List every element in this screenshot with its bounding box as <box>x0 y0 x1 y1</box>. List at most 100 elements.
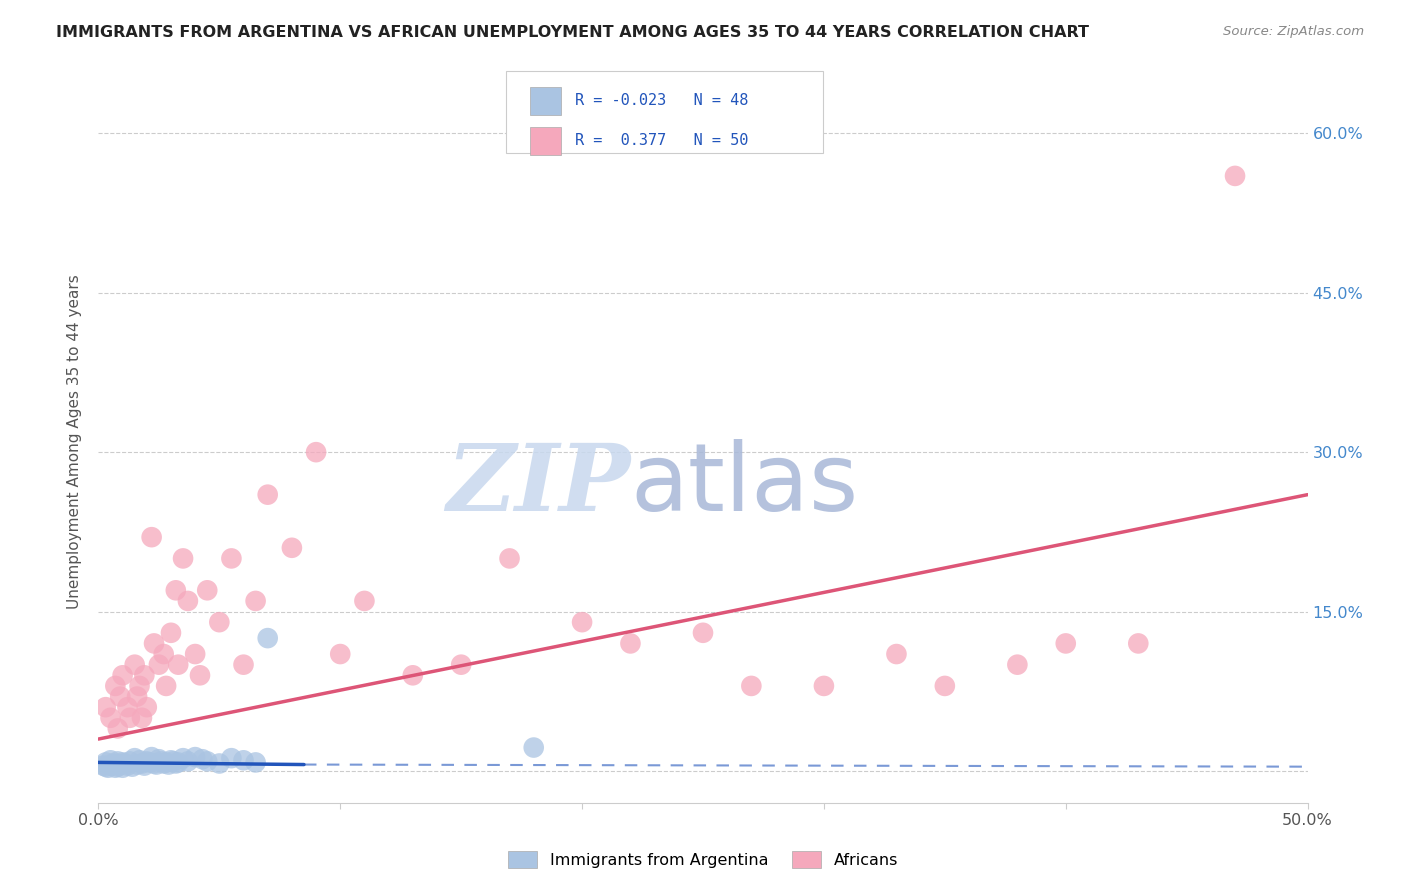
Point <box>127 690 149 704</box>
Point <box>256 488 278 502</box>
Point <box>208 615 231 630</box>
Text: ZIP: ZIP <box>446 440 630 530</box>
Point <box>104 757 127 772</box>
Point <box>100 753 122 767</box>
Point <box>813 679 835 693</box>
Point <box>134 758 156 772</box>
Point <box>155 756 177 770</box>
Point <box>162 755 184 769</box>
Point <box>148 752 170 766</box>
Point <box>165 583 187 598</box>
Text: R = -0.023   N = 48: R = -0.023 N = 48 <box>575 94 748 108</box>
Point <box>167 756 190 770</box>
Point <box>177 755 200 769</box>
Point <box>118 755 141 769</box>
Point <box>97 761 120 775</box>
Point <box>107 722 129 736</box>
Point <box>111 668 134 682</box>
Point <box>150 755 173 769</box>
Text: Source: ZipAtlas.com: Source: ZipAtlas.com <box>1223 25 1364 38</box>
Point <box>94 700 117 714</box>
Legend: Immigrants from Argentina, Africans: Immigrants from Argentina, Africans <box>502 845 904 874</box>
Point <box>740 679 762 693</box>
Point <box>167 657 190 672</box>
Point <box>172 751 194 765</box>
Point <box>128 753 150 767</box>
Point <box>221 551 243 566</box>
Point <box>108 757 131 772</box>
Point <box>155 679 177 693</box>
Point <box>256 631 278 645</box>
Point <box>100 758 122 772</box>
Point <box>184 750 207 764</box>
Point <box>118 711 141 725</box>
Point <box>195 755 218 769</box>
Point <box>131 756 153 771</box>
Y-axis label: Unemployment Among Ages 35 to 44 years: Unemployment Among Ages 35 to 44 years <box>67 274 83 609</box>
Point <box>104 761 127 775</box>
Point <box>329 647 352 661</box>
Point <box>141 530 163 544</box>
Point <box>131 711 153 725</box>
Point <box>134 668 156 682</box>
Point <box>94 760 117 774</box>
Point <box>188 668 211 682</box>
Point <box>127 757 149 772</box>
Point <box>100 711 122 725</box>
Point <box>305 445 328 459</box>
Point <box>145 757 167 772</box>
Point <box>135 755 157 769</box>
Text: R =  0.377   N = 50: R = 0.377 N = 50 <box>575 134 748 148</box>
Point <box>172 551 194 566</box>
Point <box>114 756 136 771</box>
Point <box>523 740 546 755</box>
Point <box>108 690 131 704</box>
Point <box>111 761 134 775</box>
Point <box>152 756 174 771</box>
Point <box>934 679 956 693</box>
Point <box>221 751 243 765</box>
Point <box>232 753 254 767</box>
Point <box>195 583 218 598</box>
Point <box>353 594 375 608</box>
Point <box>124 751 146 765</box>
Point <box>104 679 127 693</box>
Point <box>101 756 124 771</box>
Point <box>619 636 641 650</box>
Point <box>107 760 129 774</box>
Point <box>160 625 183 640</box>
Point <box>191 752 214 766</box>
Point <box>184 647 207 661</box>
Point <box>107 755 129 769</box>
Point <box>121 760 143 774</box>
Point <box>143 636 166 650</box>
Point <box>94 756 117 770</box>
Point <box>141 750 163 764</box>
Text: IMMIGRANTS FROM ARGENTINA VS AFRICAN UNEMPLOYMENT AMONG AGES 35 TO 44 YEARS CORR: IMMIGRANTS FROM ARGENTINA VS AFRICAN UNE… <box>56 25 1090 40</box>
Point <box>152 647 174 661</box>
Point <box>160 753 183 767</box>
Point <box>143 756 166 771</box>
Point <box>1223 169 1246 183</box>
Point <box>498 551 520 566</box>
Point <box>111 756 134 770</box>
Point <box>157 757 180 772</box>
Text: atlas: atlas <box>630 439 859 531</box>
Point <box>281 541 304 555</box>
Point <box>138 756 160 770</box>
Point <box>450 657 472 672</box>
Point <box>135 700 157 714</box>
Point <box>91 758 114 772</box>
Point <box>117 700 139 714</box>
Point <box>208 756 231 771</box>
Point <box>177 594 200 608</box>
Point <box>402 668 425 682</box>
Point <box>571 615 593 630</box>
Point <box>692 625 714 640</box>
Point <box>1054 636 1077 650</box>
Point <box>245 756 267 770</box>
Point <box>128 679 150 693</box>
Point <box>245 594 267 608</box>
Point <box>117 758 139 772</box>
Point <box>148 657 170 672</box>
